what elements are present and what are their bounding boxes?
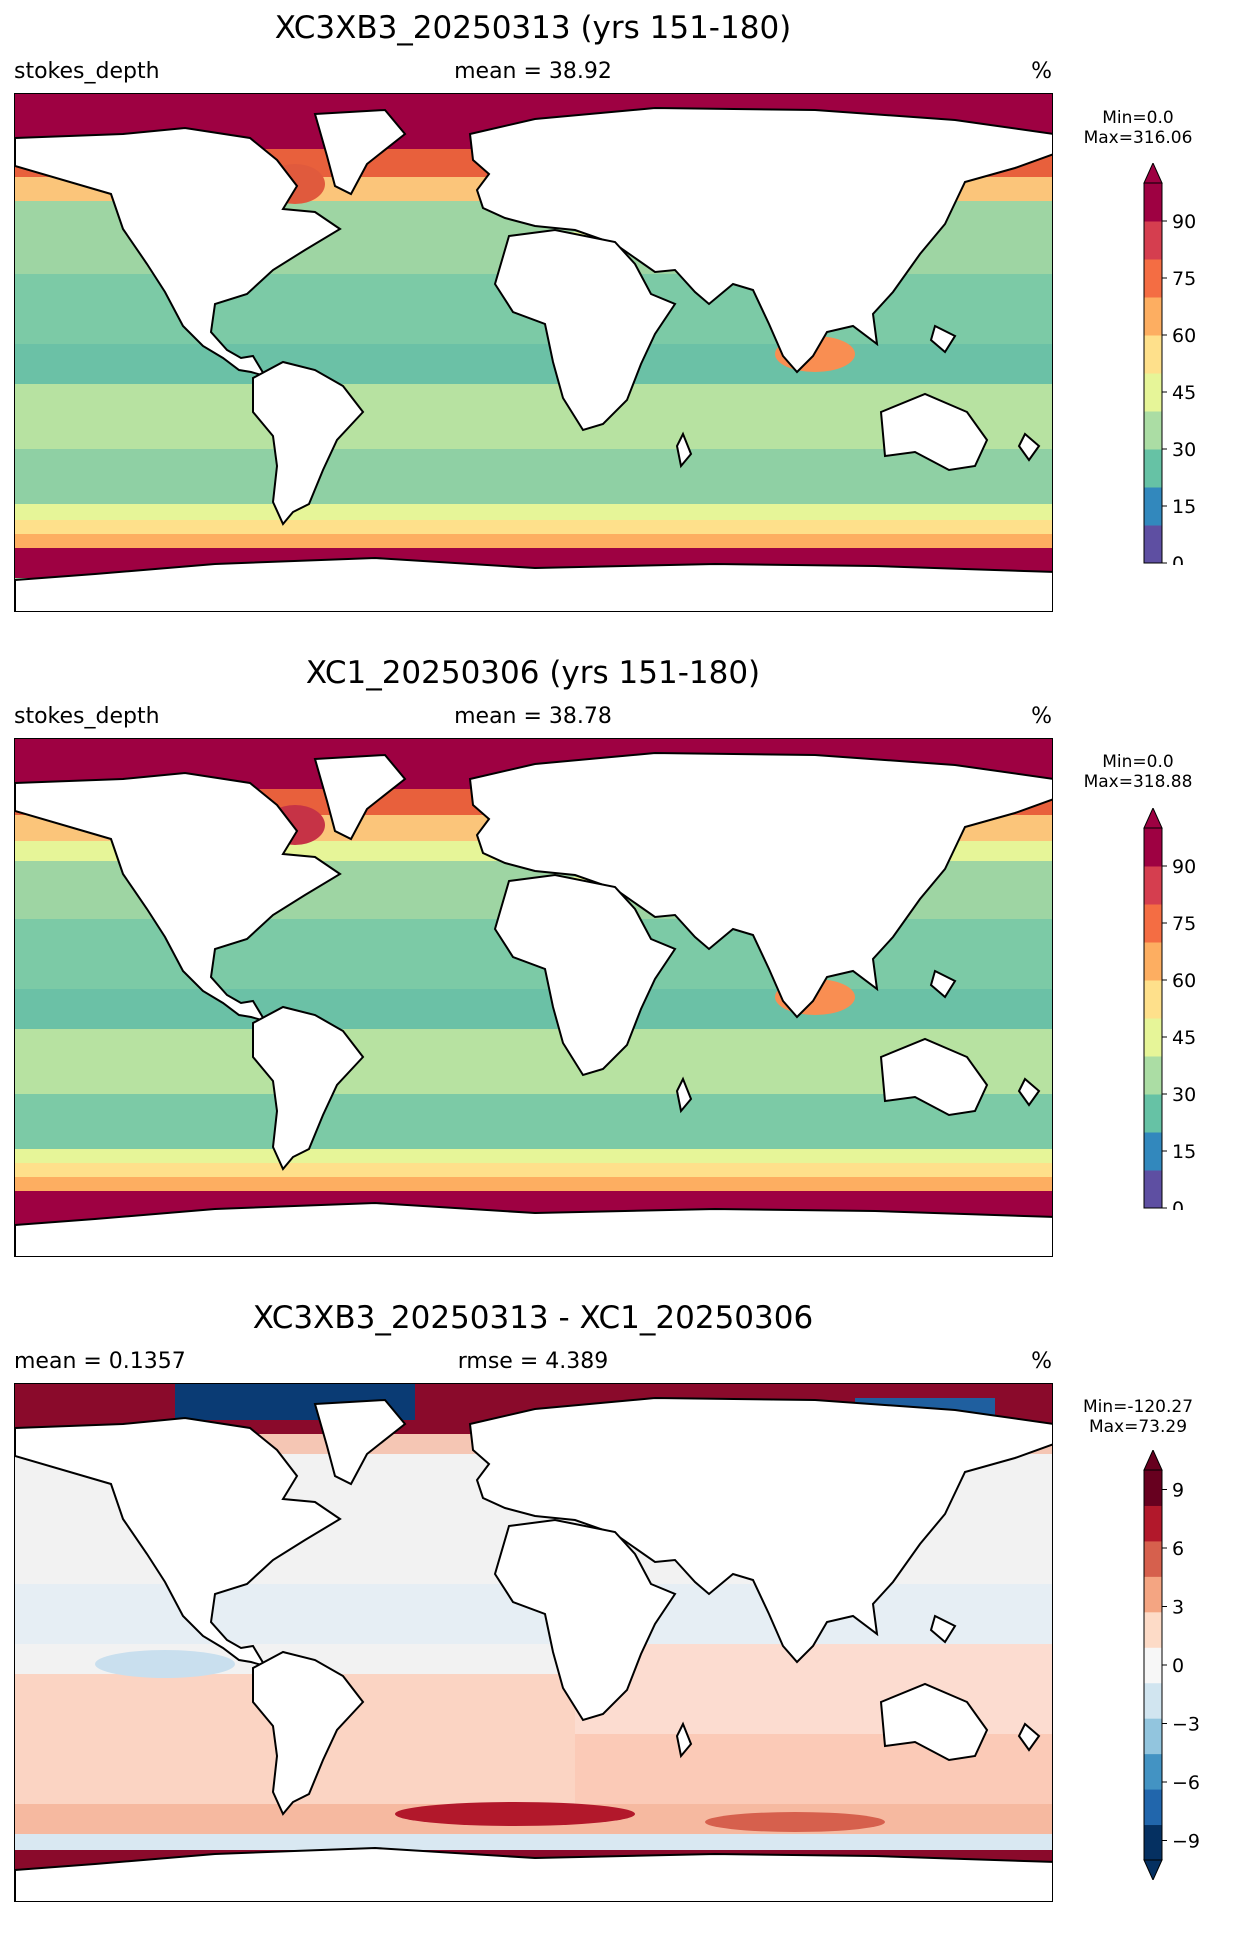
colorbar-tick-label: 15 [1172,496,1196,518]
colorbar-segment [1144,828,1162,867]
colorbar-tick-label: 45 [1172,382,1196,404]
colorbar-extend-max [1143,1450,1163,1471]
colorbar-segment [1144,1682,1162,1719]
colorbar-segment [1144,487,1162,526]
colorbar-tick-label: 0 [1172,1655,1184,1677]
colorbar-tick-label: 30 [1172,439,1196,461]
panel-1-min-max: Min=0.0 Max=316.06 [1084,108,1193,148]
colorbar-tick-label: 90 [1172,211,1196,233]
panel-3-colorbar: −9 −6 −3 0 3 6 9 [1143,1450,1200,1880]
colorbar-segment [1144,373,1162,412]
colorbar-outline [1143,827,1163,1209]
colorbar-segment [1144,525,1162,564]
colorbar-tick-label: −9 [1172,1831,1200,1853]
colorbar-segment [1144,1753,1162,1790]
colorbar-segment [1144,942,1162,981]
colorbar-segment [1144,411,1162,450]
colorbar-tick-label: 90 [1172,856,1196,878]
colorbar-tick-label: 75 [1172,913,1196,935]
colorbar-segment [1144,1170,1162,1209]
panel-2-colorbar: 0 15 30 45 60 75 90 [1143,808,1196,1210]
panel-1-unit-label: % [1031,59,1052,84]
colorbar-segment [1144,866,1162,905]
colorbar-tick-label: 60 [1172,325,1196,347]
colorbar-segment [1144,1718,1162,1755]
colorbar-segment [1144,1576,1162,1613]
panel-2-variable-label: stokes_depth [14,704,160,729]
panel-3-max-label: Max=73.29 [1088,1417,1188,1437]
colorbar-outline [1143,182,1163,564]
panel-2-max-label: Max=318.88 [1083,772,1193,792]
colorbar-segment [1144,183,1162,222]
panel-3-map [14,1383,1053,1902]
colorbar-tick-label: 0 [1172,1198,1184,1210]
panel-3-title: XC3XB3_20250313 - XC1_20250306 [252,1300,814,1336]
panel-1-variable-label: stokes_depth [14,59,160,84]
colorbar-segment [1144,980,1162,1019]
colorbar-segment [1144,1824,1162,1861]
panel-2-mean-label: mean = 38.78 [454,704,612,729]
colorbar-segment [1144,1647,1162,1684]
colorbar-segment [1144,449,1162,488]
colorbar-segment [1144,335,1162,374]
panel-1-min-label: Min=0.0 [1102,108,1174,128]
colorbar-segment [1144,1540,1162,1577]
colorbar-segment [1144,259,1162,298]
colorbar-extend-max [1143,808,1163,829]
panel-3-min-label: Min=-120.27 [1082,1397,1194,1417]
colorbar-tick-label: 6 [1172,1538,1184,1560]
panel-2-unit-label: % [1031,704,1052,729]
colorbar-segment [1144,297,1162,336]
colorbar-segment [1144,221,1162,260]
colorbar-extend-min [1143,1859,1163,1880]
colorbar-segment [1144,1018,1162,1057]
colorbar-tick-label: 75 [1172,268,1196,290]
panel-3-rmse-label: rmse = 4.389 [457,1349,609,1374]
colorbar-tick-label: 15 [1172,1141,1196,1163]
panel-1-mean-label: mean = 38.92 [454,59,612,84]
colorbar-segment [1144,1611,1162,1648]
colorbar-segment [1144,904,1162,943]
panel-2-title: XC1_20250306 (yrs 151-180) [305,655,761,691]
panel-3-mean-label: mean = 0.1357 [14,1349,186,1374]
colorbar-extend-max [1143,163,1163,184]
panel-2-map [14,738,1053,1257]
panel-2-min-label: Min=0.0 [1102,752,1174,772]
colorbar-tick-label: 0 [1172,553,1184,565]
colorbar-segment [1144,1470,1162,1506]
colorbar-segment [1144,1132,1162,1171]
colorbar-segment [1144,1505,1162,1542]
panel-3-unit-label: % [1031,1349,1052,1374]
panel-1-title: XC3XB3_20250313 (yrs 151-180) [274,10,792,46]
colorbar-tick-label: 60 [1172,970,1196,992]
panel-2-min-max: Min=0.0 Max=318.88 [1084,752,1193,792]
panel-1-colorbar: 0 15 30 45 60 75 90 [1143,163,1196,565]
colorbar-tick-label: 3 [1172,1597,1184,1619]
colorbar-segment [1144,1056,1162,1095]
colorbar-segment [1144,1094,1162,1133]
panel-1-max-label: Max=316.06 [1083,128,1193,148]
colorbar-tick-label: 45 [1172,1027,1196,1049]
colorbar-tick-label: −3 [1172,1714,1200,1736]
panel-1-map [14,93,1053,612]
panel-3-min-max: Min=-120.27 Max=73.29 [1083,1397,1193,1437]
colorbar-segment [1144,1789,1162,1826]
colorbar-tick-label: −6 [1172,1772,1200,1794]
colorbar-tick-label: 30 [1172,1084,1196,1106]
colorbar-tick-label: 9 [1172,1480,1184,1502]
